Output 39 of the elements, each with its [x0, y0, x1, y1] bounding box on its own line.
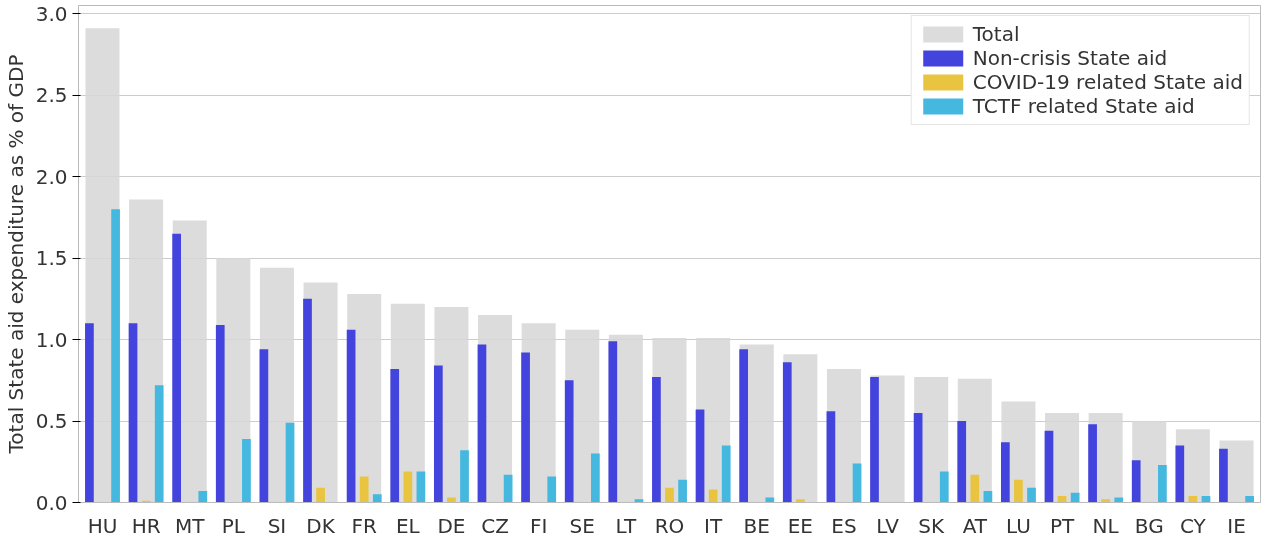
x-tick-label: EL	[395, 513, 421, 538]
x-tick-label: LU	[1006, 513, 1031, 538]
x-tick-label: DE	[437, 513, 466, 538]
x-tick-label: CY	[1179, 513, 1207, 538]
y-tick-label: 1.0	[35, 327, 68, 352]
x-tick-label: SE	[569, 513, 595, 538]
y-tick-label: 1.5	[35, 246, 68, 271]
legend-label: Non-crisis State aid	[972, 46, 1168, 70]
x-tick-label: SI	[267, 513, 287, 538]
x-tick-label: SK	[918, 513, 945, 538]
y-tick-label: 0.0	[35, 490, 68, 515]
y-tick-label: 2.0	[35, 164, 68, 189]
y-tick-label: 3.0	[35, 1, 68, 26]
x-tick-label: DK	[306, 513, 336, 538]
x-tick-label: FI	[529, 513, 548, 538]
x-tick-label: PL	[221, 513, 246, 538]
x-tick-label: HU	[87, 513, 118, 538]
x-tick-label: BE	[743, 513, 770, 538]
x-tick-label: NL	[1092, 513, 1120, 538]
x-tick-label: PT	[1049, 513, 1075, 538]
y-tick-label: 2.5	[35, 83, 68, 108]
x-tick-label: LV	[876, 513, 900, 538]
x-tick-label: IT	[704, 513, 723, 538]
x-tick-label: AT	[962, 513, 988, 538]
x-tick-label: MT	[174, 513, 206, 538]
legend-label: Total	[972, 22, 1020, 46]
x-tick-label: CZ	[481, 513, 509, 538]
legend-label: COVID-19 related State aid	[972, 70, 1243, 94]
x-tick-label: ES	[831, 513, 857, 538]
x-tick-label: HR	[131, 513, 161, 538]
x-tick-label: RO	[654, 513, 685, 538]
y-tick-label: 0.5	[35, 409, 68, 434]
legend-label: TCTF related State aid	[972, 94, 1195, 118]
x-tick-label: EE	[787, 513, 813, 538]
x-tick-label: FR	[351, 513, 377, 538]
x-tick-label: IE	[1227, 513, 1246, 538]
x-tick-label: BG	[1134, 513, 1164, 538]
x-tick-label: LT	[615, 513, 637, 538]
y-axis-title: Total State aid expenditure as % of GDP	[3, 54, 28, 455]
